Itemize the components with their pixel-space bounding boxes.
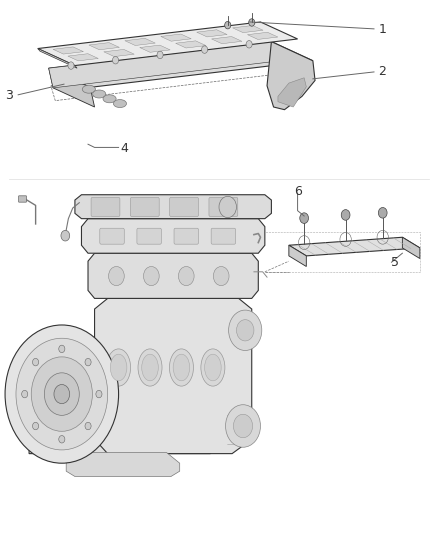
Text: 6: 6 bbox=[294, 184, 302, 198]
FancyBboxPatch shape bbox=[137, 228, 161, 244]
Polygon shape bbox=[176, 41, 206, 48]
Ellipse shape bbox=[93, 90, 106, 98]
Circle shape bbox=[21, 390, 28, 398]
Circle shape bbox=[44, 373, 79, 415]
Ellipse shape bbox=[205, 354, 221, 381]
Circle shape bbox=[237, 320, 254, 341]
Circle shape bbox=[249, 19, 255, 26]
Circle shape bbox=[61, 230, 70, 241]
Polygon shape bbox=[66, 453, 180, 477]
Circle shape bbox=[85, 422, 91, 430]
Polygon shape bbox=[49, 68, 95, 107]
Circle shape bbox=[341, 209, 350, 220]
Polygon shape bbox=[88, 253, 258, 298]
Ellipse shape bbox=[201, 349, 225, 386]
Circle shape bbox=[226, 405, 261, 447]
Circle shape bbox=[85, 358, 91, 366]
Polygon shape bbox=[247, 33, 278, 39]
Circle shape bbox=[246, 41, 252, 48]
Circle shape bbox=[59, 345, 65, 353]
Text: 2: 2 bbox=[378, 65, 386, 78]
Polygon shape bbox=[49, 42, 313, 87]
Polygon shape bbox=[104, 50, 134, 56]
Polygon shape bbox=[161, 34, 191, 41]
Polygon shape bbox=[197, 30, 227, 37]
Circle shape bbox=[31, 357, 92, 431]
Ellipse shape bbox=[170, 349, 194, 386]
Circle shape bbox=[68, 62, 74, 69]
Circle shape bbox=[5, 325, 119, 463]
Text: 3: 3 bbox=[5, 89, 13, 102]
Ellipse shape bbox=[110, 354, 127, 381]
FancyBboxPatch shape bbox=[209, 197, 238, 216]
Circle shape bbox=[144, 266, 159, 286]
Polygon shape bbox=[29, 410, 219, 454]
FancyBboxPatch shape bbox=[131, 197, 159, 216]
Circle shape bbox=[213, 266, 229, 286]
Circle shape bbox=[201, 46, 208, 53]
Polygon shape bbox=[53, 47, 84, 54]
FancyBboxPatch shape bbox=[174, 228, 198, 244]
Circle shape bbox=[233, 414, 253, 438]
Polygon shape bbox=[75, 195, 272, 219]
Polygon shape bbox=[403, 237, 420, 259]
Text: 1: 1 bbox=[378, 23, 386, 36]
FancyBboxPatch shape bbox=[211, 228, 236, 244]
Ellipse shape bbox=[173, 354, 190, 381]
Ellipse shape bbox=[103, 95, 116, 103]
Polygon shape bbox=[68, 54, 98, 61]
Polygon shape bbox=[49, 42, 276, 88]
Polygon shape bbox=[140, 45, 170, 52]
Polygon shape bbox=[233, 26, 263, 33]
FancyBboxPatch shape bbox=[91, 197, 120, 216]
Polygon shape bbox=[95, 298, 252, 454]
Ellipse shape bbox=[142, 354, 158, 381]
Circle shape bbox=[16, 338, 108, 450]
Polygon shape bbox=[289, 237, 420, 256]
FancyBboxPatch shape bbox=[18, 196, 26, 202]
Polygon shape bbox=[289, 245, 306, 266]
Circle shape bbox=[96, 390, 102, 398]
Circle shape bbox=[225, 21, 231, 29]
Circle shape bbox=[54, 384, 70, 403]
Circle shape bbox=[178, 266, 194, 286]
Polygon shape bbox=[81, 219, 265, 253]
Polygon shape bbox=[38, 49, 77, 68]
Ellipse shape bbox=[106, 349, 131, 386]
Circle shape bbox=[32, 358, 39, 366]
Polygon shape bbox=[278, 78, 306, 107]
Polygon shape bbox=[267, 42, 315, 110]
Ellipse shape bbox=[138, 349, 162, 386]
FancyBboxPatch shape bbox=[170, 197, 198, 216]
Circle shape bbox=[378, 207, 387, 218]
Circle shape bbox=[157, 51, 163, 59]
Text: 4: 4 bbox=[120, 142, 128, 155]
Ellipse shape bbox=[113, 100, 127, 108]
Circle shape bbox=[32, 422, 39, 430]
Text: 5: 5 bbox=[392, 256, 399, 269]
Circle shape bbox=[113, 56, 119, 64]
Polygon shape bbox=[38, 22, 297, 66]
Circle shape bbox=[59, 435, 65, 443]
FancyBboxPatch shape bbox=[100, 228, 124, 244]
Ellipse shape bbox=[82, 85, 95, 93]
Circle shape bbox=[229, 310, 262, 351]
Polygon shape bbox=[89, 43, 120, 50]
Polygon shape bbox=[125, 38, 155, 45]
Polygon shape bbox=[212, 37, 242, 44]
Circle shape bbox=[300, 213, 308, 223]
Circle shape bbox=[219, 196, 237, 217]
Circle shape bbox=[109, 266, 124, 286]
